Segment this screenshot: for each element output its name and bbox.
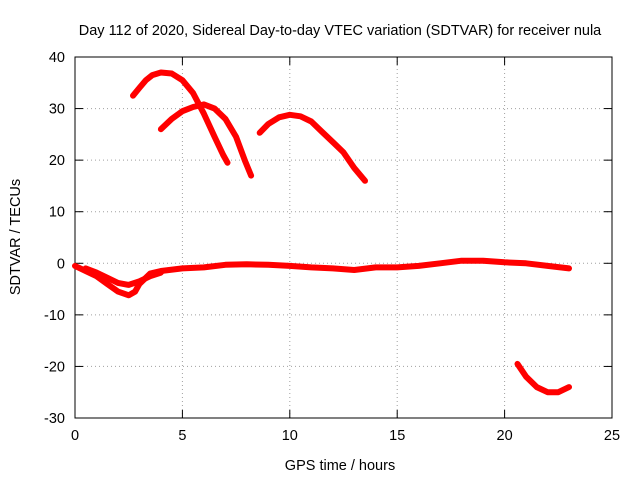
series-arc-4: [514, 360, 572, 396]
y-tick-labels: -30 -20 -10 0 10 20 30 40: [44, 50, 65, 427]
data-series: [72, 69, 572, 396]
x-axis-label: GPS time / hours: [285, 458, 395, 474]
x-tick-label: 15: [389, 428, 405, 444]
grid: [75, 57, 612, 418]
y-tick-label: -20: [44, 359, 65, 375]
x-tick-label: 0: [71, 428, 79, 444]
y-tick-label: 40: [49, 50, 65, 66]
chart-title: Day 112 of 2020, Sidereal Day-to-day VTE…: [79, 23, 602, 39]
y-tick-label: -30: [44, 411, 65, 427]
y-tick-label: 20: [49, 153, 65, 169]
x-tick-label: 20: [497, 428, 513, 444]
y-tick-label: 30: [49, 102, 65, 118]
y-tick-label: 0: [57, 256, 65, 272]
series-baseline-dip: [82, 265, 164, 288]
x-tick-label: 5: [178, 428, 186, 444]
series-arc-1: [130, 69, 231, 166]
x-tick-label: 25: [604, 428, 620, 444]
y-tick-label: -10: [44, 308, 65, 324]
y-axis-label: SDTVAR / TECUs: [8, 179, 24, 295]
plot-frame: [74, 56, 613, 419]
series-arc-2: [157, 101, 255, 179]
series-baseline: [72, 257, 572, 299]
x-tick-label: 10: [282, 428, 298, 444]
x-tick-labels: 0 5 10 15 20 25: [71, 428, 620, 444]
axis-ticks: [74, 56, 613, 419]
y-tick-label: 10: [49, 205, 65, 221]
series-arc-3: [256, 111, 368, 184]
